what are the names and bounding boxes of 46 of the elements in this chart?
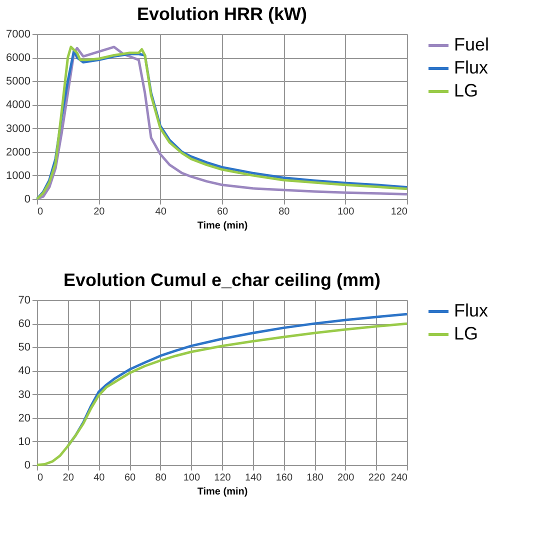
x-tick-label: 100 [337,206,355,218]
legend-label: Flux [454,58,488,78]
x-tick-label: 60 [216,206,228,218]
x-tick-label: 20 [94,206,106,218]
chart-title: Evolution HRR (kW) [137,4,307,24]
legend-label: Fuel [454,34,490,54]
x-tick-label: 40 [155,206,167,218]
legend-label: LG [454,324,478,344]
y-tick-label: 4000 [6,99,30,112]
y-tick-label: 3000 [6,122,30,135]
y-tick-label: 1000 [6,170,30,182]
x-tick-label: 0 [38,206,44,218]
x-tick-label: 180 [306,472,324,484]
y-tick-label: 60 [18,318,30,330]
x-axis-title: Time (min) [197,220,248,232]
x-axis-title: Time (min) [197,486,248,498]
x-tick-label: 240 [390,472,408,484]
y-tick-label: 0 [24,460,30,472]
y-tick-label: 10 [18,436,30,448]
y-tick-label: 70 [18,294,30,306]
x-tick-label: 160 [276,472,293,484]
y-tick-label: 50 [18,342,30,354]
y-tick-label: 30 [18,388,30,401]
x-tick-label: 80 [155,472,167,484]
legend-label: Flux [454,300,488,320]
x-tick-label: 0 [38,472,44,484]
x-tick-label: 100 [183,472,200,484]
x-tick-label: 220 [368,472,386,484]
x-tick-label: 40 [94,472,106,484]
x-tick-label: 140 [244,472,262,484]
y-tick-label: 40 [18,365,30,378]
y-tick-label: 20 [18,412,30,424]
x-tick-label: 120 [214,472,232,484]
x-tick-label: 60 [124,472,136,484]
chart-title: Evolution Cumul e_char ceiling (mm) [63,270,381,290]
x-tick-label: 200 [337,472,355,484]
legend-label: LG [454,80,478,100]
y-tick-label: 5000 [6,76,30,88]
x-tick-label: 120 [390,206,408,218]
line-series [36,322,408,466]
y-tick-label: 6000 [6,52,30,64]
y-tick-label: 2000 [6,146,30,158]
y-tick-label: 0 [24,194,30,206]
x-tick-label: 20 [62,472,74,484]
x-tick-label: 80 [278,206,290,218]
y-tick-label: 7000 [6,28,30,40]
